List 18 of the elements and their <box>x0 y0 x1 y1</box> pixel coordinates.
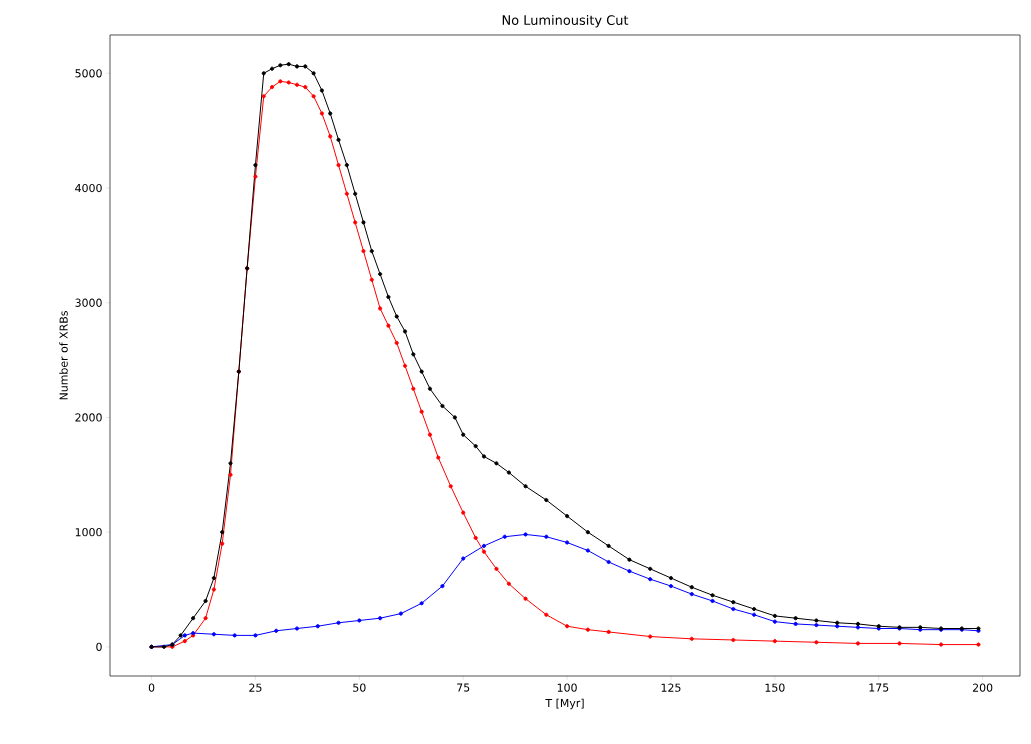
x-tick-label: 100 <box>557 683 577 692</box>
x-axis-title: T [Myr] <box>545 698 584 710</box>
y-tick-label: 3000 <box>75 298 102 307</box>
x-tick-label: 75 <box>457 683 470 692</box>
y-axis-title: Number of XRBs <box>59 311 68 400</box>
x-tick-label: 175 <box>869 683 889 692</box>
x-tick-label: 50 <box>353 683 366 692</box>
x-tick-label: 25 <box>249 683 262 692</box>
x-tick-label: 200 <box>972 683 993 692</box>
y-tick-label: 5000 <box>75 69 102 78</box>
x-tick-label: 125 <box>661 683 681 692</box>
x-tick-label: 0 <box>148 683 155 692</box>
y-tick-label: 4000 <box>75 183 102 193</box>
y-tick-label: 2000 <box>75 413 102 422</box>
chart-title: No Luminousity Cut <box>502 14 629 28</box>
y-tick-label: 0 <box>96 642 102 652</box>
x-tick-label: 150 <box>765 683 785 692</box>
y-tick-label: 1000 <box>75 528 102 537</box>
